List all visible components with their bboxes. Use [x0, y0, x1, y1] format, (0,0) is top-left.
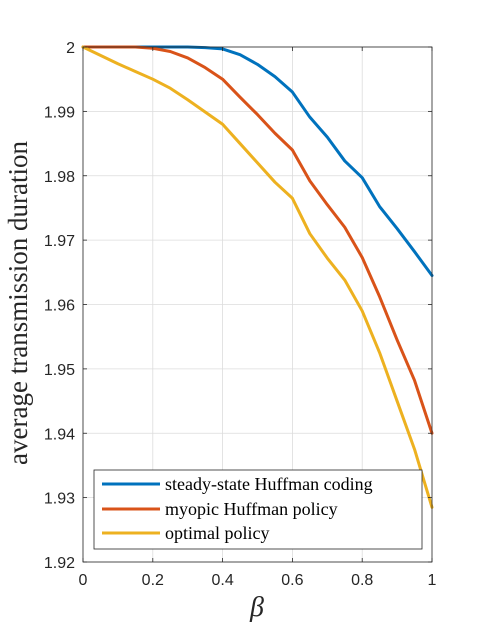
y-tick-label: 1.99 [44, 104, 75, 121]
series-line-1 [81, 45, 434, 435]
legend-label-optimal: optimal policy [165, 523, 269, 543]
series-line-2 [81, 45, 434, 509]
x-tick-label: 1 [428, 572, 437, 589]
x-axis-label: β [249, 592, 264, 623]
y-tick-label: 1.94 [44, 426, 75, 443]
y-tick-label: 1.97 [44, 233, 75, 250]
x-tick-label: 0.6 [281, 572, 303, 589]
y-tick-label: 1.95 [44, 362, 75, 379]
x-tick-label: 0.4 [211, 572, 233, 589]
x-tick-label: 0 [79, 572, 88, 589]
y-tick-label: 1.96 [44, 298, 75, 315]
tick-labels: 0 0.2 0.4 0.6 0.8 1 1.92 1.93 1.94 1.95 1.96 1.97 1.… [44, 40, 437, 589]
axis-ticks [82, 46, 433, 563]
legend: steady-state Huffman coding myopic Huffm… [93, 469, 423, 550]
y-tick-label: 2 [66, 40, 75, 57]
legend-label-myopic: myopic Huffman policy [165, 499, 338, 519]
x-tick-label: 0.8 [351, 572, 373, 589]
y-tick-label: 1.93 [44, 491, 75, 508]
y-axis-label: average transmission duration [3, 141, 33, 465]
x-tick-label: 0.2 [142, 572, 164, 589]
y-tick-label: 1.98 [44, 169, 75, 186]
legend-label-steady-state: steady-state Huffman coding [165, 474, 373, 494]
y-tick-label: 1.92 [44, 555, 75, 572]
